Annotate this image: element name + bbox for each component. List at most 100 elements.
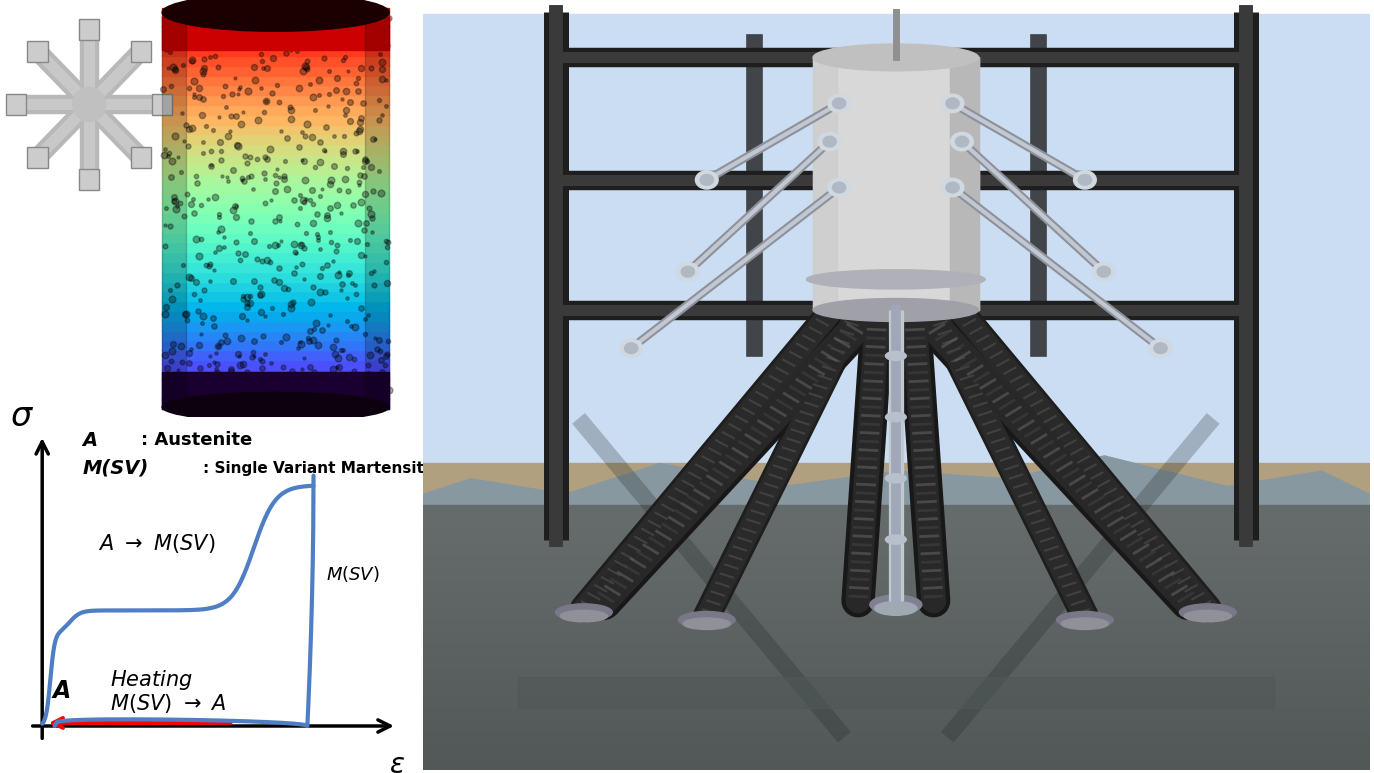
Ellipse shape <box>679 611 735 628</box>
Bar <box>813 57 837 310</box>
Circle shape <box>941 94 965 113</box>
Bar <box>162 291 389 301</box>
Circle shape <box>676 263 699 281</box>
Bar <box>162 372 389 409</box>
Bar <box>162 320 389 331</box>
Circle shape <box>945 98 959 109</box>
Bar <box>162 163 389 174</box>
Bar <box>162 153 389 164</box>
Circle shape <box>945 182 959 193</box>
Bar <box>813 57 978 310</box>
Bar <box>162 114 389 124</box>
Circle shape <box>695 171 719 189</box>
Ellipse shape <box>870 595 922 615</box>
Circle shape <box>941 179 965 196</box>
Bar <box>162 310 389 321</box>
Bar <box>162 369 389 380</box>
Bar <box>162 192 389 203</box>
Ellipse shape <box>875 601 916 615</box>
Ellipse shape <box>885 474 907 483</box>
Bar <box>162 84 389 95</box>
Ellipse shape <box>885 351 907 360</box>
Bar <box>162 173 389 183</box>
Text: $\varepsilon$: $\varepsilon$ <box>389 751 405 773</box>
Circle shape <box>827 94 851 113</box>
Bar <box>162 281 389 291</box>
Bar <box>162 251 389 262</box>
Bar <box>162 16 389 26</box>
Bar <box>162 222 389 233</box>
Circle shape <box>833 182 846 193</box>
Bar <box>951 57 978 310</box>
Text: $\mathit{A}$ $\to$ $\mathit{M(SV)}$: $\mathit{A}$ $\to$ $\mathit{M(SV)}$ <box>98 533 216 555</box>
Bar <box>162 75 389 85</box>
Ellipse shape <box>555 604 613 621</box>
FancyBboxPatch shape <box>131 147 151 168</box>
FancyBboxPatch shape <box>27 147 48 168</box>
Text: : Austenite: : Austenite <box>142 431 251 449</box>
FancyBboxPatch shape <box>27 41 48 62</box>
Bar <box>162 203 389 213</box>
Text: $\sigma$: $\sigma$ <box>10 400 34 433</box>
Bar <box>162 339 389 350</box>
Ellipse shape <box>1179 604 1237 621</box>
Circle shape <box>1149 339 1172 357</box>
Bar <box>162 379 389 390</box>
Circle shape <box>827 179 851 196</box>
Bar <box>162 398 389 409</box>
Circle shape <box>833 98 846 109</box>
Ellipse shape <box>807 270 985 289</box>
Bar <box>162 261 389 272</box>
Ellipse shape <box>813 298 978 322</box>
Text: $\mathit{M(SV)}$ $\to$ $\mathit{A}$: $\mathit{M(SV)}$ $\to$ $\mathit{A}$ <box>110 692 227 715</box>
Bar <box>162 271 389 281</box>
FancyBboxPatch shape <box>153 94 172 114</box>
Circle shape <box>951 132 973 151</box>
Circle shape <box>1098 267 1110 277</box>
Bar <box>162 17 187 409</box>
Bar <box>162 104 389 114</box>
Ellipse shape <box>1057 611 1113 628</box>
Circle shape <box>625 343 638 353</box>
Circle shape <box>819 132 841 151</box>
Ellipse shape <box>162 393 389 421</box>
FancyBboxPatch shape <box>80 169 99 190</box>
Ellipse shape <box>885 535 907 544</box>
Text: A: A <box>82 431 98 450</box>
Text: M(SV): M(SV) <box>82 458 148 478</box>
FancyBboxPatch shape <box>131 41 151 62</box>
Bar <box>162 212 389 223</box>
Ellipse shape <box>683 618 731 629</box>
Circle shape <box>1079 175 1091 186</box>
Circle shape <box>1154 343 1167 353</box>
Bar <box>162 182 389 193</box>
Bar <box>162 349 389 360</box>
Bar <box>162 144 389 154</box>
Bar <box>162 359 389 369</box>
Bar <box>162 124 389 135</box>
Bar <box>162 134 389 145</box>
Bar <box>162 65 389 76</box>
Bar <box>162 301 389 311</box>
FancyBboxPatch shape <box>5 94 26 114</box>
Bar <box>162 389 389 400</box>
Bar <box>162 330 389 340</box>
Circle shape <box>701 175 713 186</box>
Text: $\mathit{Heating}$: $\mathit{Heating}$ <box>110 669 192 693</box>
Ellipse shape <box>561 611 607 621</box>
Circle shape <box>73 87 106 121</box>
Text: $\mathit{M(SV)}$: $\mathit{M(SV)}$ <box>326 564 379 584</box>
Bar <box>162 232 389 242</box>
Bar <box>162 9 389 50</box>
Bar <box>162 26 389 36</box>
Bar <box>162 241 389 252</box>
Circle shape <box>1073 171 1096 189</box>
Circle shape <box>823 136 837 147</box>
Circle shape <box>682 267 694 277</box>
Text: : Single Variant Martensite: : Single Variant Martensite <box>202 461 434 475</box>
Ellipse shape <box>885 413 907 422</box>
Circle shape <box>1092 263 1116 281</box>
Ellipse shape <box>813 44 978 71</box>
Bar <box>162 55 389 66</box>
Bar <box>162 46 389 56</box>
